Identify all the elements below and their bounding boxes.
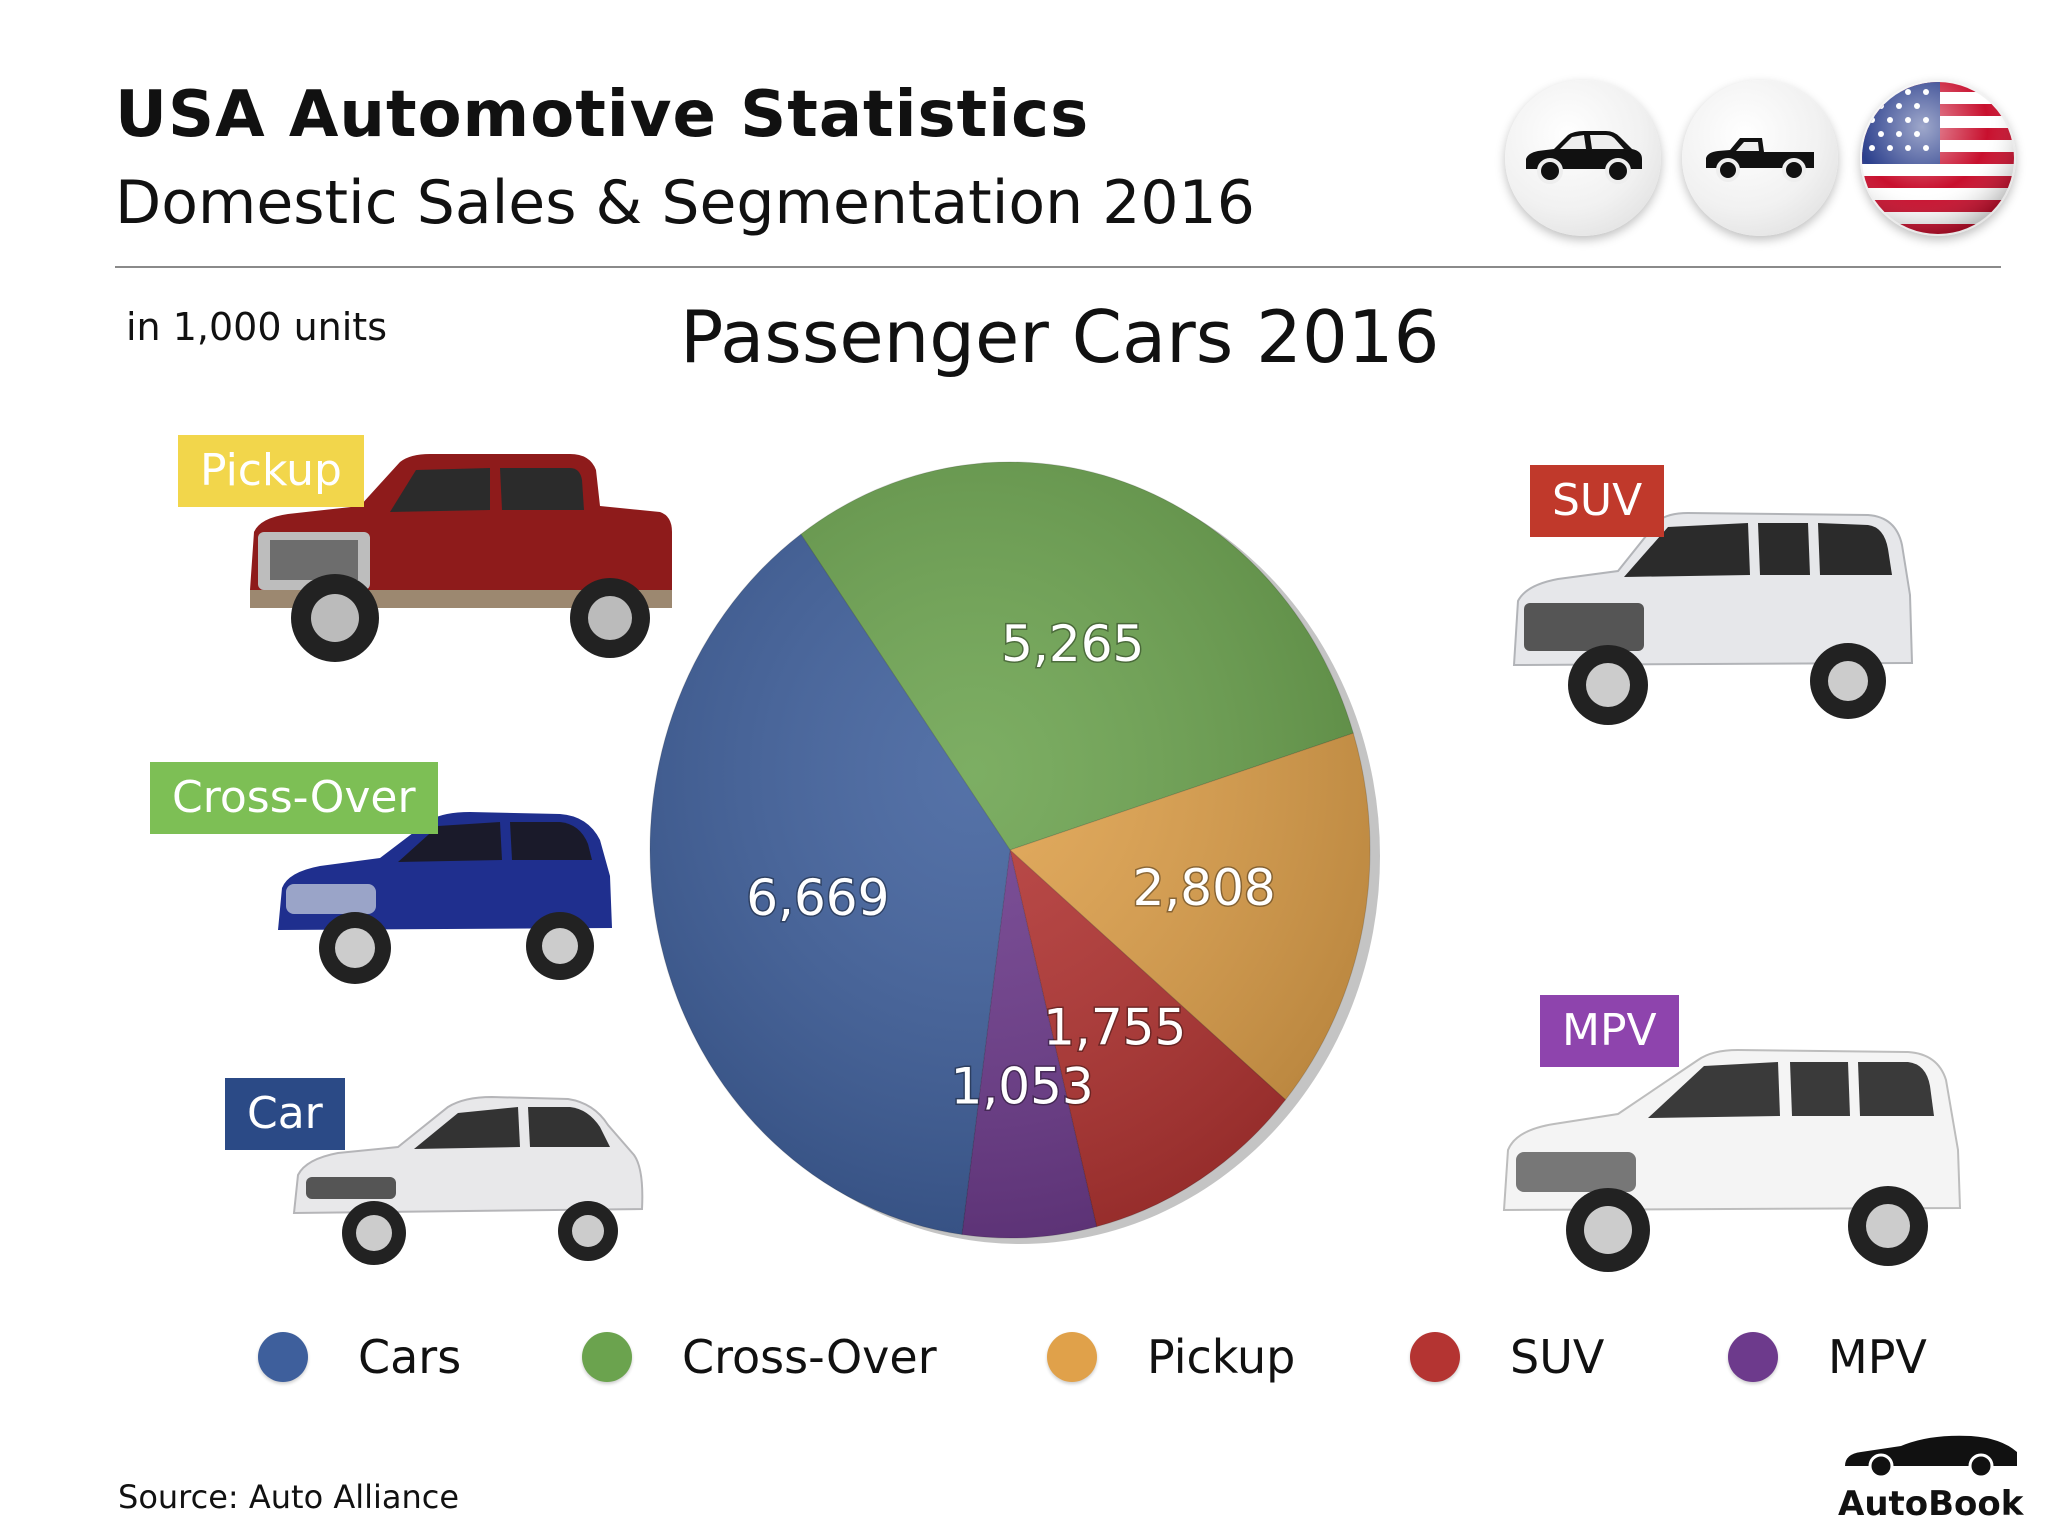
flag-badge bbox=[1860, 80, 2016, 236]
brand-name: AutoBook bbox=[1838, 1484, 2024, 1524]
legend-swatch-suv bbox=[1410, 1332, 1460, 1382]
legend-item-crossover: Cross-Over bbox=[582, 1330, 937, 1384]
pickup-badge bbox=[1682, 80, 1838, 236]
pie-label-mpv: 1,053 bbox=[951, 1058, 1094, 1116]
tag-car: Car bbox=[225, 1078, 345, 1150]
legend-swatch-pickup bbox=[1047, 1332, 1097, 1382]
pie-label-pickup: 2,808 bbox=[1133, 859, 1276, 917]
source-note: Source: Auto Alliance bbox=[118, 1478, 460, 1516]
pie-label-cross-over: 5,265 bbox=[1001, 615, 1144, 673]
chart-title: Passenger Cars 2016 bbox=[680, 295, 1440, 379]
tag-pickup: Pickup bbox=[178, 435, 364, 507]
tag-crossover: Cross-Over bbox=[150, 762, 438, 834]
legend-item-pickup: Pickup bbox=[1047, 1330, 1295, 1384]
legend-swatch-cars bbox=[258, 1332, 308, 1382]
legend-item-cars: Cars bbox=[258, 1330, 461, 1384]
sports-car-logo-icon bbox=[1844, 1435, 2017, 1479]
legend-label-pickup: Pickup bbox=[1147, 1330, 1296, 1384]
crossover-image bbox=[278, 812, 612, 984]
pie-label-suv: 1,755 bbox=[1043, 999, 1186, 1057]
sedan-image bbox=[292, 1095, 644, 1265]
legend-label-crossover: Cross-Over bbox=[682, 1330, 937, 1384]
pickup-image bbox=[250, 454, 672, 662]
sedan-badge bbox=[1505, 80, 1661, 236]
pie-label-cars: 6,669 bbox=[746, 869, 889, 927]
tag-suv: SUV bbox=[1530, 465, 1665, 537]
legend-label-cars: Cars bbox=[358, 1330, 462, 1384]
legend-item-mpv: MPV bbox=[1728, 1330, 1927, 1384]
page-title: USA Automotive Statistics bbox=[115, 78, 1090, 152]
legend-label-mpv: MPV bbox=[1828, 1330, 1927, 1384]
legend-label-suv: SUV bbox=[1510, 1330, 1605, 1384]
page-subtitle: Domestic Sales & Segmentation 2016 bbox=[115, 168, 1255, 238]
legend-swatch-mpv bbox=[1728, 1332, 1778, 1382]
units-note: in 1,000 units bbox=[126, 305, 388, 349]
mpv-image bbox=[1502, 1048, 1962, 1272]
suv-image bbox=[1512, 511, 1914, 725]
header-divider bbox=[115, 266, 2001, 268]
brand-logo: AutoBook bbox=[1838, 1428, 2023, 1524]
tag-mpv: MPV bbox=[1540, 995, 1679, 1067]
sedan-icon bbox=[1526, 131, 1642, 184]
pickup-truck-icon bbox=[1706, 138, 1814, 182]
usa-flag-icon bbox=[1862, 82, 2014, 234]
legend-swatch-crossover bbox=[582, 1332, 632, 1382]
legend-item-suv: SUV bbox=[1410, 1330, 1604, 1384]
